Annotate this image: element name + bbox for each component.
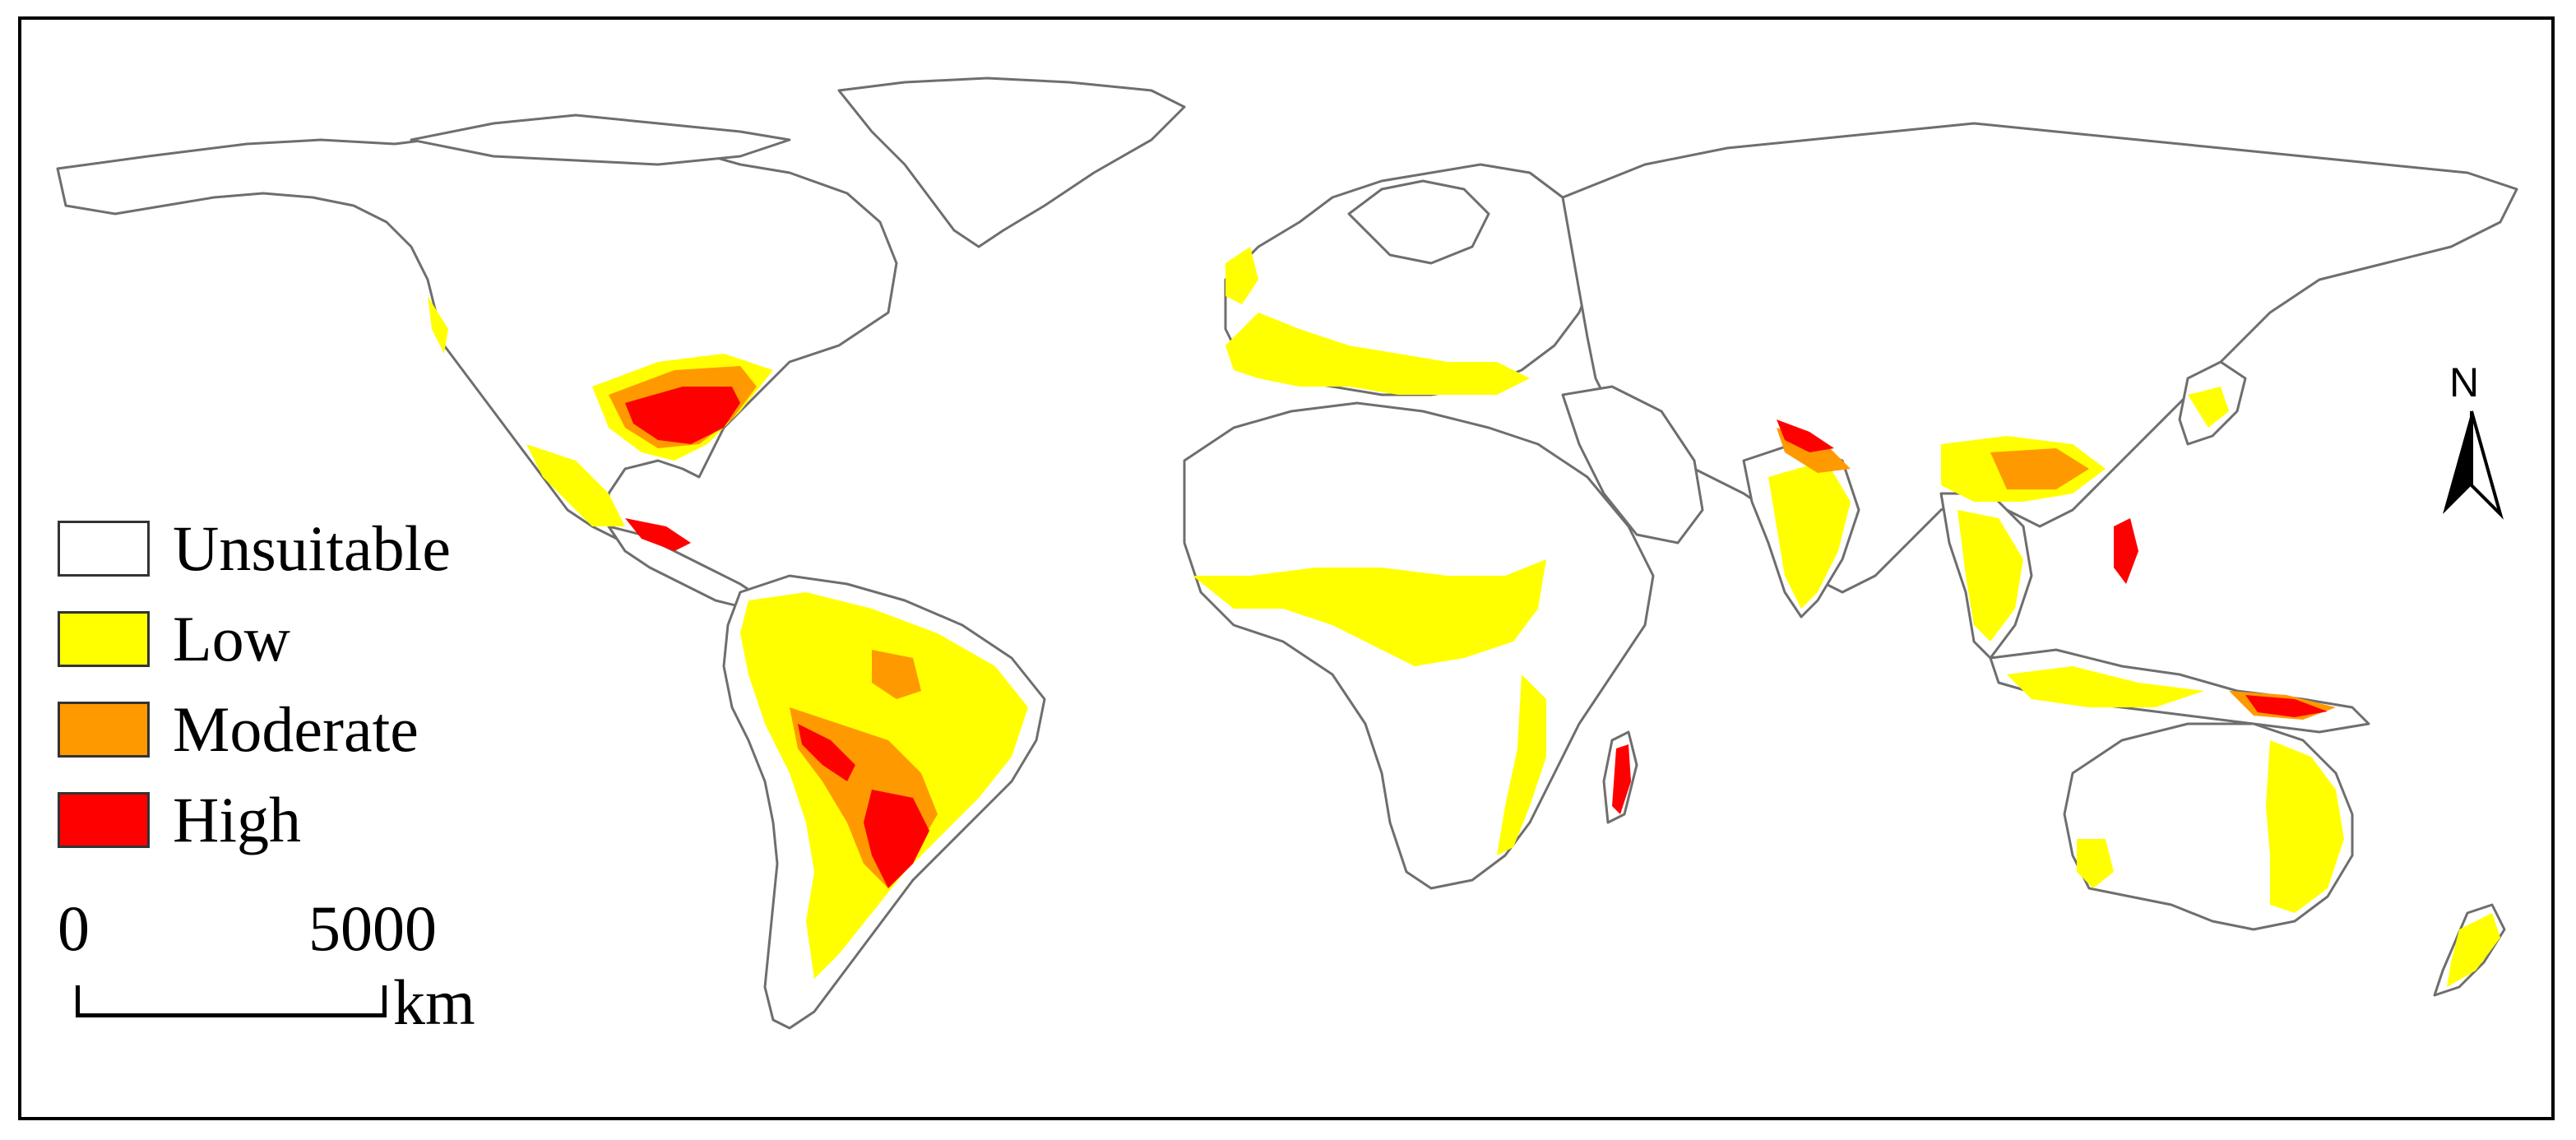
low-japan [2188,387,2229,428]
suitability-high [625,387,2328,888]
low-india [1768,461,1851,609]
legend-swatch-high [58,792,150,848]
legend-swatch-low [58,611,150,667]
asia-outline [1561,122,2518,594]
arctic-islands-outline [410,114,791,166]
scale-unit-label: km [393,966,475,1038]
scale-tick-left [76,985,80,1017]
legend-label: Moderate [173,693,419,765]
high-madagascar [1612,744,1631,814]
north-arrow-right-half [2470,410,2504,520]
scale-tick-right [382,985,387,1017]
high-andes [798,724,855,781]
high-central-america [625,518,691,551]
scandinavia-outline [1347,179,1490,265]
high-philippines [2114,518,2138,584]
greenland-outline [837,76,1186,248]
north-arrow-left-half [2443,411,2472,514]
legend-item-high: High [58,775,451,865]
high-himalaya [1777,419,1834,452]
scale-end-label: 5000 [308,892,437,964]
legend-label: Unsuitable [173,512,451,584]
low-australia-west [2077,839,2114,888]
low-indonesia [2007,666,2204,707]
low-australia-east [2266,740,2344,913]
moderate-amazon [872,650,921,699]
low-europe [1225,313,1530,395]
north-label: N [2449,359,2480,405]
low-east-africa [1497,674,1546,855]
legend-label: Low [173,603,290,674]
low-mexico [526,444,625,526]
legend-item-moderate: Moderate [58,684,451,775]
north-arrow-icon [2443,410,2504,520]
low-africa [1193,559,1546,666]
high-south-america-south [864,790,929,888]
high-southeast-us [625,387,740,444]
legend-swatch-unsuitable [58,521,150,577]
legend-swatch-moderate [58,702,150,758]
scale-bar: 0 5000 km [58,888,502,1036]
legend-item-low: Low [58,594,451,684]
low-southeast-asia [1957,510,2023,642]
low-west-coast [428,296,448,354]
moderate-china [1990,448,2089,489]
scale-line-horizontal [76,1013,387,1017]
legend-label: High [173,784,301,855]
scale-start-label: 0 [58,892,90,964]
arabia-outline [1561,385,1704,545]
legend: Unsuitable Low Moderate High [58,503,451,865]
low-new-zealand [2447,913,2500,987]
high-new-guinea [2245,695,2328,717]
low-uk [1225,247,1258,304]
legend-item-unsuitable: Unsuitable [58,503,451,594]
